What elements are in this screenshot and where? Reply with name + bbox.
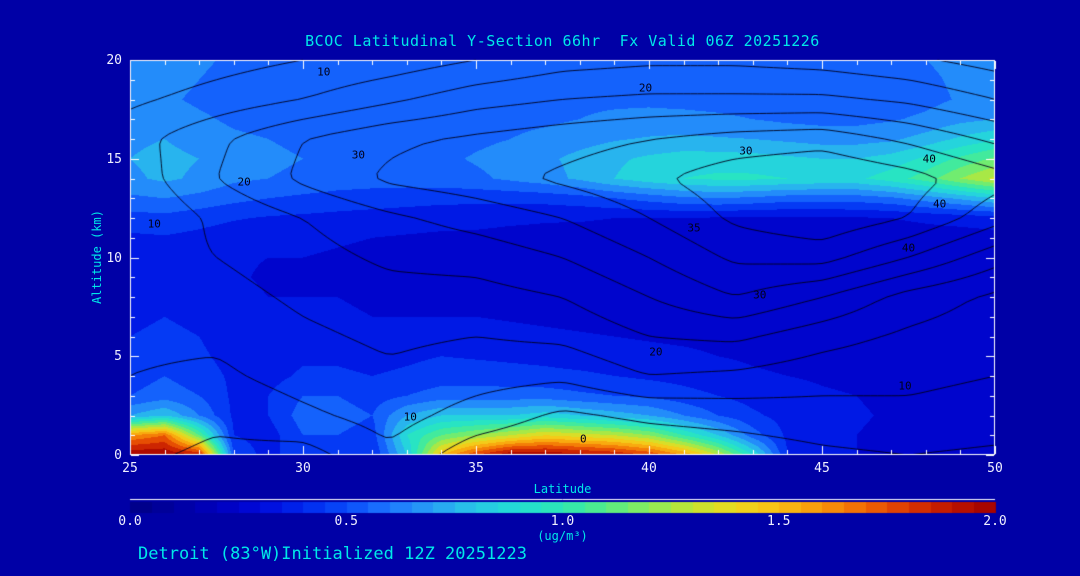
- x-tick-label: 25: [122, 461, 138, 476]
- x-axis-title: Latitude: [533, 482, 592, 496]
- x-tick-label: 45: [814, 461, 830, 476]
- footer-text: Detroit (83°W)Initialized 12Z 20251223: [138, 544, 527, 564]
- contour-line-label: 40: [922, 152, 936, 166]
- colorbar-tick-label: 0.5: [334, 514, 358, 529]
- contour-line-label: 30: [753, 288, 767, 302]
- contour-line-label: 20: [638, 81, 653, 95]
- contour-line-label: 35: [687, 221, 701, 235]
- colorbar-unit-label: (ug/m³): [537, 529, 588, 543]
- colorbar-tick-label: 1.0: [550, 514, 575, 529]
- contour-line-label: 0: [579, 432, 587, 446]
- x-tick-label: 50: [987, 461, 1003, 476]
- contour-line-label: 10: [317, 65, 331, 79]
- colorbar-tick-label: 1.5: [767, 514, 791, 529]
- y-tick-label: 20: [106, 53, 122, 68]
- colorbar-tick-label: 0.0: [118, 514, 142, 529]
- contour-line-label: 10: [898, 379, 912, 393]
- colorbar-tick-label: 2.0: [983, 514, 1007, 529]
- y-tick-label: 0: [114, 448, 122, 463]
- contour-line-label: 20: [237, 175, 251, 189]
- y-tick-label: 10: [106, 250, 122, 266]
- x-tick-label: 35: [468, 461, 484, 476]
- y-tick-label: 5: [114, 349, 122, 365]
- contour-line-label: 30: [739, 144, 753, 158]
- contour-line-label: 40: [901, 241, 916, 255]
- contour-line-label: 30: [351, 148, 365, 162]
- y-tick-label: 15: [106, 151, 122, 167]
- contour-line-label: 10: [147, 217, 161, 231]
- x-tick-label: 30: [295, 461, 311, 476]
- contour-line-label: 40: [933, 197, 947, 211]
- x-tick-label: 40: [641, 461, 657, 476]
- contour-line-label: 20: [649, 345, 663, 359]
- contour-line-label: 10: [403, 410, 417, 424]
